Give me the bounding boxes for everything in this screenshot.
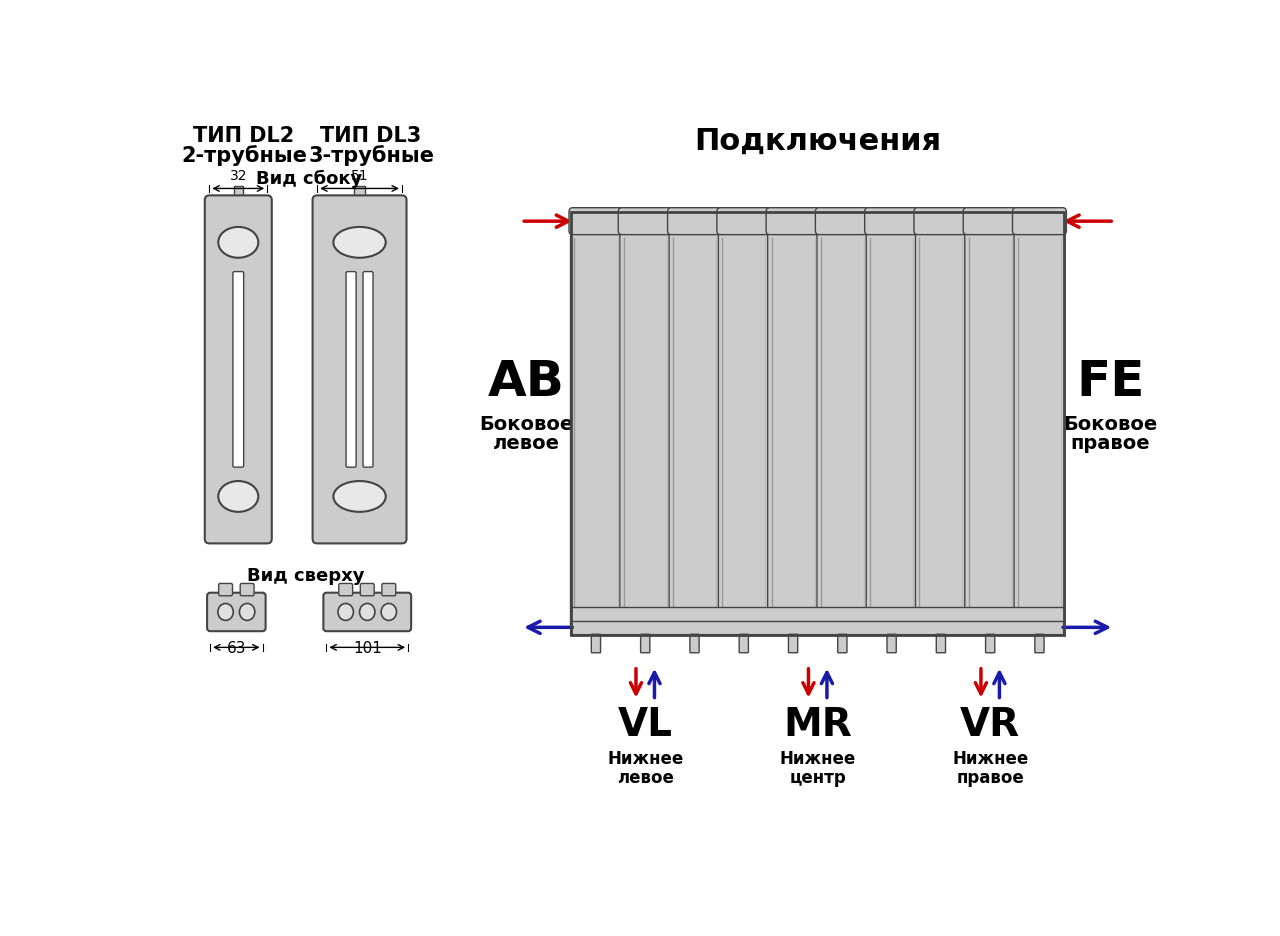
FancyBboxPatch shape — [640, 635, 650, 653]
FancyBboxPatch shape — [571, 210, 621, 626]
Text: VR: VR — [960, 705, 1020, 743]
Text: 3-трубные: 3-трубные — [308, 145, 434, 166]
FancyBboxPatch shape — [620, 210, 671, 626]
Text: Вид сверху: Вид сверху — [247, 566, 365, 584]
FancyBboxPatch shape — [986, 635, 995, 653]
FancyBboxPatch shape — [381, 584, 396, 596]
FancyBboxPatch shape — [1012, 209, 1066, 235]
Text: Подключения: Подключения — [694, 126, 941, 155]
FancyBboxPatch shape — [815, 209, 869, 235]
Text: центр: центр — [790, 768, 846, 786]
FancyBboxPatch shape — [233, 272, 243, 468]
FancyBboxPatch shape — [690, 635, 699, 653]
FancyBboxPatch shape — [936, 635, 946, 653]
Ellipse shape — [218, 604, 233, 621]
Text: FE: FE — [1076, 358, 1144, 405]
Text: Нижнее: Нижнее — [952, 750, 1028, 768]
Text: MR: MR — [783, 705, 852, 743]
FancyBboxPatch shape — [207, 593, 266, 632]
Text: Нижнее: Нижнее — [607, 750, 684, 768]
FancyBboxPatch shape — [837, 635, 847, 653]
Text: 2-трубные: 2-трубные — [180, 145, 307, 166]
Bar — [355, 187, 365, 201]
Text: 101: 101 — [353, 640, 381, 655]
Text: правое: правое — [956, 768, 1024, 786]
FancyBboxPatch shape — [241, 584, 253, 596]
FancyBboxPatch shape — [668, 209, 722, 235]
Text: 51: 51 — [351, 169, 369, 183]
Text: Нижнее: Нижнее — [780, 750, 856, 768]
Text: Боковое: Боковое — [1064, 415, 1157, 433]
FancyBboxPatch shape — [788, 635, 797, 653]
FancyBboxPatch shape — [965, 210, 1015, 626]
FancyBboxPatch shape — [718, 210, 769, 626]
Text: правое: правое — [1070, 433, 1151, 453]
FancyBboxPatch shape — [1014, 210, 1065, 626]
FancyBboxPatch shape — [346, 272, 356, 468]
Text: VL: VL — [618, 705, 673, 743]
FancyBboxPatch shape — [914, 209, 968, 235]
FancyBboxPatch shape — [669, 210, 719, 626]
FancyBboxPatch shape — [739, 635, 749, 653]
FancyBboxPatch shape — [219, 584, 233, 596]
FancyBboxPatch shape — [339, 584, 352, 596]
FancyBboxPatch shape — [364, 272, 372, 468]
FancyBboxPatch shape — [324, 593, 411, 632]
Text: AB: AB — [488, 358, 564, 405]
Ellipse shape — [239, 604, 255, 621]
Ellipse shape — [219, 481, 259, 512]
FancyBboxPatch shape — [767, 209, 820, 235]
FancyBboxPatch shape — [817, 210, 868, 626]
Text: левое: левое — [493, 433, 561, 453]
Bar — [571, 212, 1064, 231]
Ellipse shape — [333, 481, 385, 512]
Text: 32: 32 — [229, 169, 247, 183]
Text: ТИП DL2: ТИП DL2 — [193, 126, 294, 146]
FancyBboxPatch shape — [361, 584, 374, 596]
FancyBboxPatch shape — [591, 635, 600, 653]
FancyBboxPatch shape — [205, 197, 271, 544]
FancyBboxPatch shape — [865, 209, 919, 235]
Text: ТИП DL3: ТИП DL3 — [320, 126, 421, 146]
FancyBboxPatch shape — [312, 197, 407, 544]
Ellipse shape — [219, 227, 259, 258]
Ellipse shape — [333, 227, 385, 258]
Text: 63: 63 — [227, 640, 246, 655]
FancyBboxPatch shape — [768, 210, 818, 626]
FancyBboxPatch shape — [570, 209, 623, 235]
FancyBboxPatch shape — [964, 209, 1018, 235]
Bar — [571, 212, 1064, 636]
Bar — [234, 187, 243, 201]
FancyBboxPatch shape — [1034, 635, 1044, 653]
FancyBboxPatch shape — [915, 210, 966, 626]
Ellipse shape — [360, 604, 375, 621]
Ellipse shape — [338, 604, 353, 621]
Ellipse shape — [381, 604, 397, 621]
Text: Вид сбоку: Вид сбоку — [256, 170, 362, 188]
FancyBboxPatch shape — [887, 635, 896, 653]
Bar — [571, 607, 1064, 622]
FancyBboxPatch shape — [867, 210, 916, 626]
FancyBboxPatch shape — [717, 209, 771, 235]
Text: Боковое: Боковое — [480, 415, 573, 433]
Text: левое: левое — [617, 768, 673, 786]
Bar — [571, 620, 1064, 636]
FancyBboxPatch shape — [618, 209, 672, 235]
Bar — [571, 212, 1064, 636]
